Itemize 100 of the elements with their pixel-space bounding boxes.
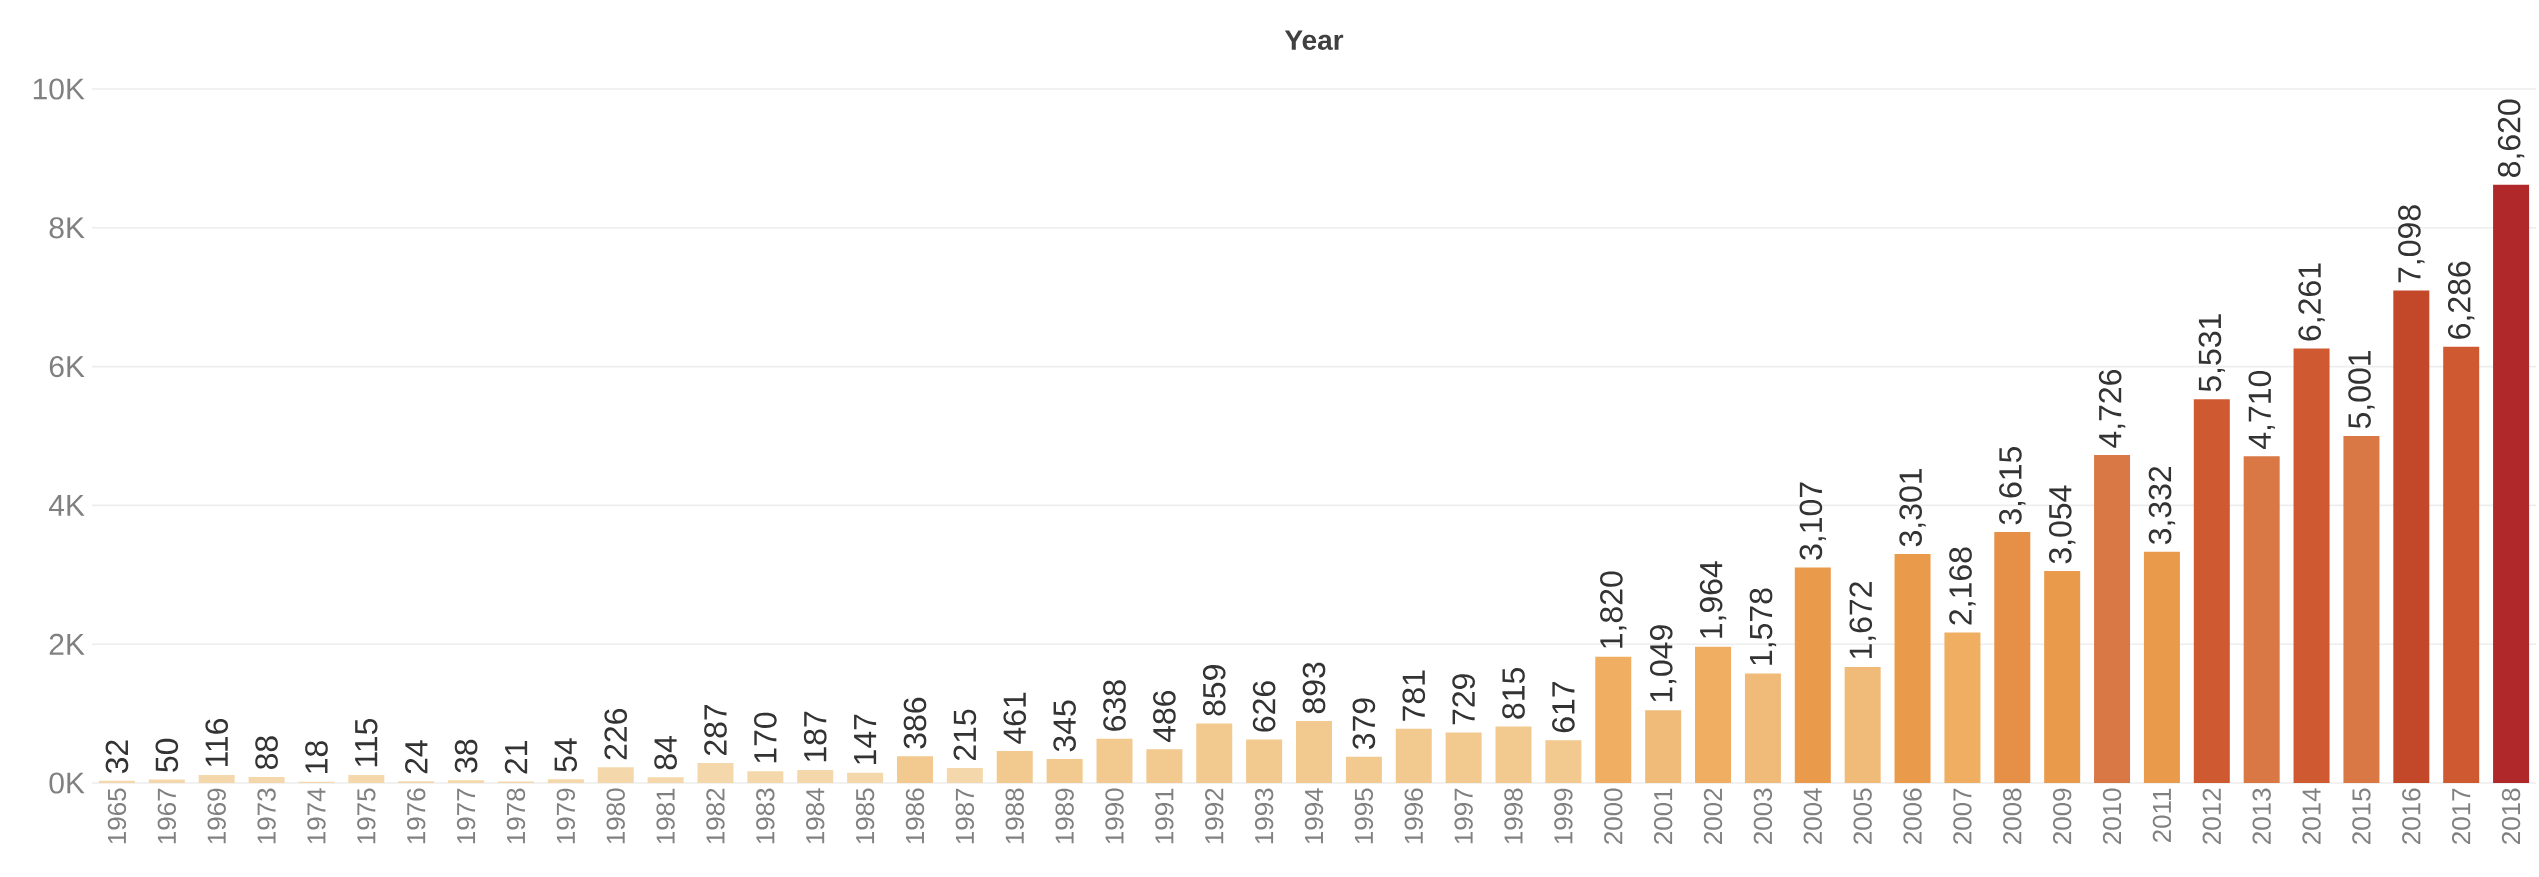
bar	[2143, 551, 2180, 783]
x-tick-label: 1981	[656, 788, 675, 844]
data-label: 386	[903, 697, 927, 749]
bar	[1994, 532, 2031, 783]
data-label: 84	[654, 736, 677, 770]
bar	[1545, 740, 1582, 783]
bar	[896, 756, 933, 783]
data-label: 38	[454, 739, 478, 773]
data-label: 345	[1053, 700, 1076, 752]
bar	[1246, 739, 1283, 783]
bar	[747, 771, 784, 783]
bar	[1395, 728, 1432, 783]
bar	[2343, 435, 2380, 783]
data-label: 1,964	[1699, 561, 1727, 638]
y-tick-label: 10K	[33, 78, 85, 100]
data-label: 4,710	[2248, 370, 2275, 449]
bar	[448, 780, 485, 783]
data-label: 617	[1552, 682, 1575, 733]
x-tick-label: 2007	[1953, 788, 1972, 844]
x-tick-label: 2003	[1753, 788, 1773, 844]
data-label: 6,286	[2447, 261, 2475, 339]
y-tick-label: 0K	[49, 772, 85, 794]
x-tick-label: 2012	[2202, 788, 2221, 844]
x-tick-label: 1988	[1005, 788, 1024, 844]
data-label: 1,049	[1649, 625, 1677, 702]
x-tick-label: 2018	[2501, 788, 2521, 844]
data-label: 32	[105, 740, 129, 774]
x-tick-label: 1973	[257, 788, 276, 844]
bar	[597, 767, 634, 783]
x-tick-label: 1992	[1205, 788, 1224, 844]
bar	[2193, 399, 2230, 783]
x-tick-label: 1997	[1454, 788, 1473, 844]
x-tick-label: 2009	[2052, 788, 2072, 844]
bar	[1345, 756, 1382, 783]
data-label: 3,615	[1999, 446, 2026, 525]
bar	[1794, 567, 1831, 783]
x-tick-label: 1969	[207, 788, 226, 844]
x-tick-label: 1974	[307, 788, 326, 844]
data-label: 859	[1202, 665, 1226, 716]
x-tick-label: 1983	[756, 788, 775, 844]
bar	[2044, 571, 2081, 783]
x-tick-label: 1984	[806, 788, 825, 844]
x-tick-label: 1989	[1055, 788, 1074, 844]
bar	[1894, 553, 1931, 783]
chart-title: Year	[1284, 30, 1344, 51]
data-label: 7,098	[2398, 205, 2425, 283]
data-label: 50	[155, 738, 179, 772]
x-tick-label: 1978	[506, 788, 526, 844]
bar	[2443, 346, 2480, 783]
bar	[198, 774, 235, 783]
x-tick-label: 2014	[2302, 788, 2321, 844]
bar	[1046, 759, 1083, 783]
x-tick-label: 1986	[905, 788, 925, 844]
data-label: 1,578	[1749, 588, 1777, 665]
bar	[1595, 656, 1632, 783]
bar	[1495, 726, 1532, 783]
bar	[797, 770, 834, 783]
x-tick-label: 1976	[407, 788, 426, 844]
data-label: 3,054	[2048, 485, 2076, 564]
x-tick-label: 1993	[1254, 788, 1274, 844]
bar	[1146, 749, 1183, 783]
x-tick-label: 1975	[357, 788, 376, 844]
data-label: 21	[504, 741, 528, 774]
x-tick-label: 1996	[1404, 788, 1423, 844]
data-label: 5,001	[2348, 351, 2375, 429]
x-tick-label: 1985	[855, 788, 875, 844]
data-label: 6,261	[2298, 263, 2325, 341]
data-label: 3,332	[2148, 466, 2176, 545]
x-tick-label: 1965	[107, 788, 127, 844]
x-tick-label: 1990	[1105, 788, 1124, 844]
x-tick-label: 2010	[2102, 788, 2122, 844]
bar	[1695, 646, 1732, 783]
data-label: 8,620	[2497, 99, 2525, 177]
data-label: 18	[305, 741, 328, 773]
data-label: 781	[1402, 670, 1426, 721]
bar	[547, 779, 584, 783]
x-tick-label: 1979	[556, 788, 576, 844]
data-label: 115	[355, 718, 378, 767]
bar	[1744, 673, 1781, 783]
bar	[1844, 666, 1881, 783]
bar	[996, 751, 1033, 783]
x-tick-label: 2005	[1853, 788, 1872, 844]
data-label: 815	[1502, 667, 1525, 719]
bar	[2393, 290, 2430, 783]
x-tick-label: 2017	[2451, 788, 2471, 844]
data-label: 4,726	[2098, 369, 2126, 448]
data-label: 147	[854, 714, 877, 764]
bar	[1196, 723, 1233, 783]
data-label: 893	[1302, 662, 1326, 714]
x-tick-label: 2001	[1653, 788, 1673, 844]
data-label: 729	[1452, 674, 1475, 725]
data-label: 226	[604, 708, 628, 760]
bar	[647, 777, 684, 783]
data-label: 287	[704, 704, 727, 756]
x-tick-label: 1995	[1354, 788, 1374, 844]
bar	[946, 768, 983, 783]
x-tick-label: 2002	[1703, 788, 1723, 844]
x-tick-label: 1982	[706, 788, 725, 844]
data-label: 215	[953, 709, 977, 761]
x-tick-label: 1967	[157, 788, 177, 844]
